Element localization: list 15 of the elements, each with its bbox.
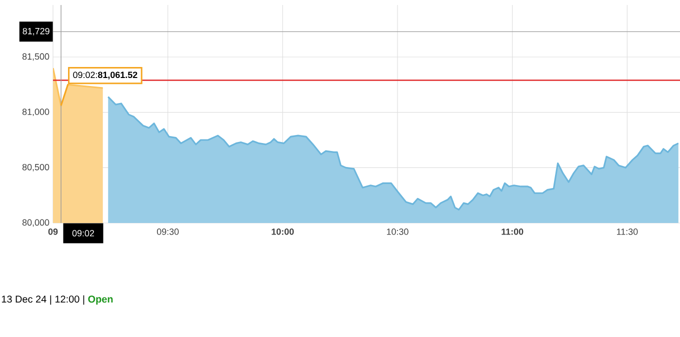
y-tick-label: 81,000 [22, 108, 50, 116]
y-tick-label: 80,500 [22, 164, 50, 172]
x-tick-label: 11:30 [616, 228, 638, 235]
ref-line-label: 81,729 [22, 28, 50, 36]
y-tick-label: 80,000 [22, 219, 50, 227]
annotation: 09:02:81,061.52 [73, 72, 138, 80]
x-tick-label: 11:00 [502, 228, 524, 235]
text: 13 Dec 24 | 12:00 | [2, 295, 84, 305]
x-tick-label: 09 [48, 228, 58, 235]
y-tick-label: 81,500 [22, 53, 50, 61]
x-tick-label: 10:00 [272, 228, 294, 235]
text: Open [88, 296, 113, 305]
x-tick-label: 09:30 [156, 228, 179, 235]
ref-line-label: 09:02 [72, 230, 94, 236]
x-tick-label: 10:30 [386, 228, 408, 235]
